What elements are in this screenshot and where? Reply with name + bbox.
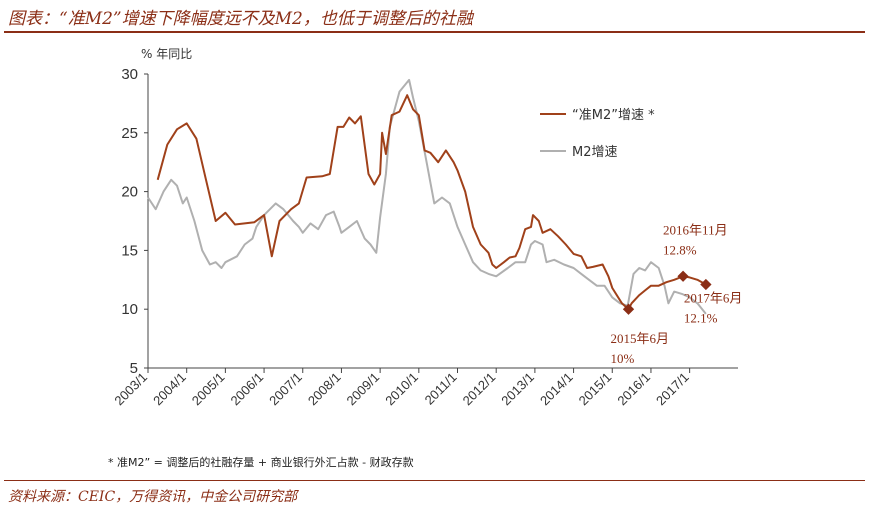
annotation-marker xyxy=(622,303,635,315)
annotation-date-label: 2016年11月 xyxy=(663,222,728,237)
x-tick-label: 2012/1 xyxy=(460,370,499,409)
x-tick-label: 2013/1 xyxy=(498,370,537,409)
x-tick-label: 2016/1 xyxy=(614,370,653,409)
chart-legend: “准M2”增速 * M2增速 xyxy=(540,108,655,160)
y-tick-label: 5 xyxy=(130,360,138,377)
y-tick-label: 15 xyxy=(121,242,138,259)
x-tick-label: 2014/1 xyxy=(537,370,576,409)
header-divider xyxy=(4,31,865,33)
x-tick-label: 2015/1 xyxy=(576,370,615,409)
annotation-value-label: 12.8% xyxy=(663,242,697,257)
chart-footnote: * 准M2” = 调整后的社融存量 + 商业银行外汇占款 - 财政存款 xyxy=(108,456,414,469)
y-axis-label: % 年同比 xyxy=(141,47,192,61)
chart-header-title: 图表：“准M2”增速下降幅度远不及M2，也低于调整后的社融 xyxy=(8,9,473,29)
annotation-value-label: 12.1% xyxy=(684,311,718,326)
x-tick-label: 2007/1 xyxy=(266,370,305,409)
chart-series xyxy=(147,78,707,315)
annotation-date-label: 2017年6月 xyxy=(684,291,743,306)
footer-divider xyxy=(4,480,865,481)
x-tick-label: 2009/1 xyxy=(344,370,383,409)
x-tick-label: 2008/1 xyxy=(305,370,344,409)
series-line-quasi-m2 xyxy=(156,94,707,311)
x-tick-label: 2006/1 xyxy=(227,370,266,409)
y-tick-label: 25 xyxy=(121,125,138,142)
x-tick-label: 2004/1 xyxy=(150,370,189,409)
y-tick-label: 10 xyxy=(121,301,138,318)
source-line: 资料来源：CEIC，万得资讯，中金公司研究部 xyxy=(8,489,298,505)
y-tick-label: 30 xyxy=(121,66,138,83)
x-tick-label: 2011/1 xyxy=(422,370,460,408)
series-line-m2 xyxy=(147,78,707,315)
annotation-marker xyxy=(677,270,689,282)
annotation-value-label: 10% xyxy=(611,351,635,366)
y-tick-label: 20 xyxy=(121,184,138,201)
annotation-date-label: 2015年6月 xyxy=(611,331,670,346)
legend-label: M2增速 xyxy=(572,145,618,160)
legend-label: “准M2”增速 * xyxy=(572,108,655,123)
annotation-marker xyxy=(700,278,712,291)
x-tick-label: 2017/1 xyxy=(653,370,692,409)
x-tick-label: 2010/1 xyxy=(382,370,421,409)
chart-annotations: 2015年6月 10% 2016年11月 12.8% 2017年6月 12.1% xyxy=(611,222,743,366)
x-tick-label: 2005/1 xyxy=(189,370,228,409)
